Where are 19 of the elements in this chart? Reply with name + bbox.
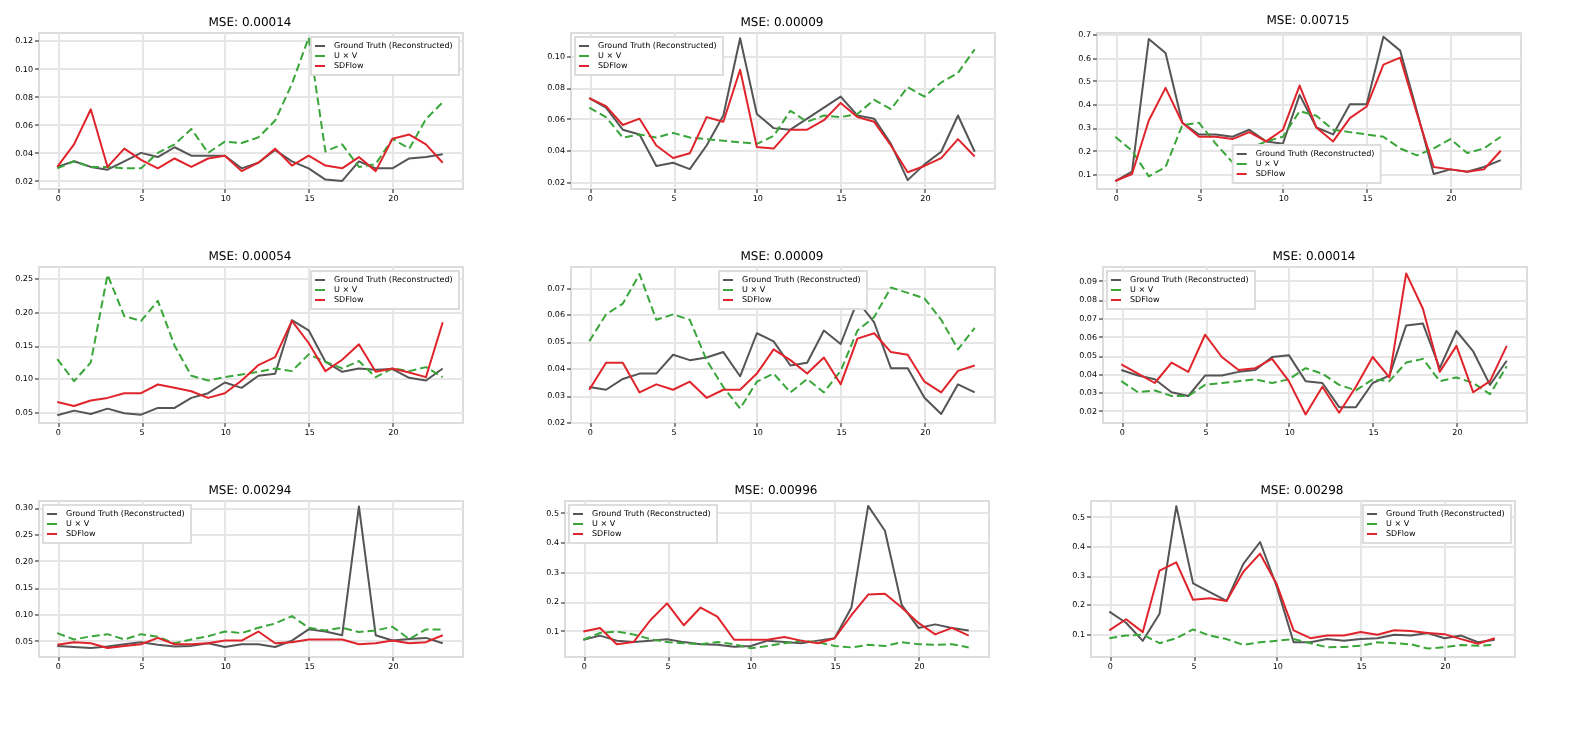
- line-series: [582, 630, 970, 650]
- line-series: [588, 68, 976, 174]
- line-series: [56, 146, 444, 182]
- line-series: [588, 48, 976, 145]
- line-series: [1120, 272, 1508, 416]
- line-series: [1120, 357, 1508, 397]
- line-series: [588, 332, 976, 399]
- line-series: [56, 615, 444, 645]
- line-series: [582, 504, 970, 648]
- line-series: [56, 108, 444, 173]
- line-series: [588, 37, 976, 182]
- line-series: [582, 592, 970, 646]
- line-series: [1120, 322, 1508, 409]
- line-series: [56, 505, 444, 650]
- line-series: [56, 630, 444, 650]
- line-series: [1114, 110, 1502, 178]
- line-series: [588, 273, 976, 410]
- line-series: [1108, 628, 1496, 650]
- line-series: [1108, 552, 1496, 645]
